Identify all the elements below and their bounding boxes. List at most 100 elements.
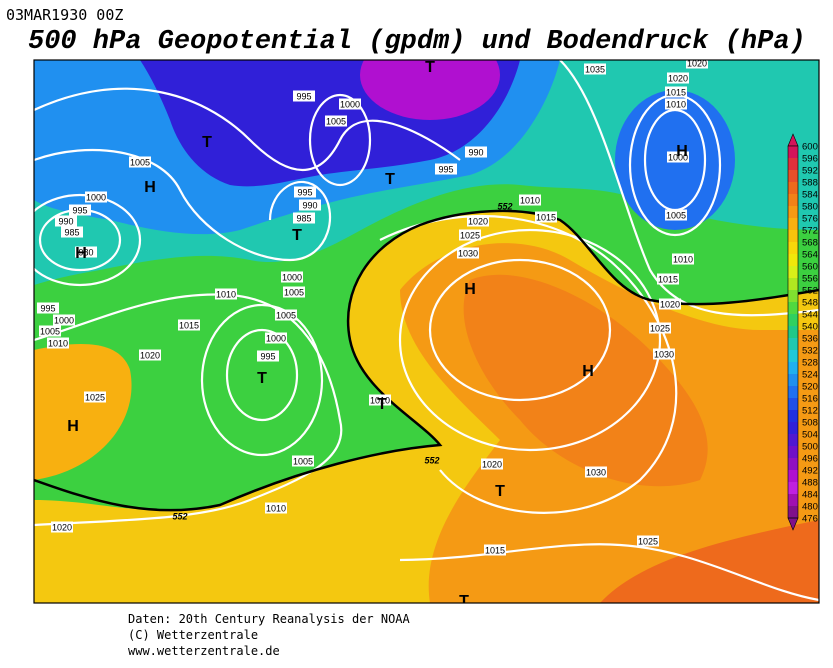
isobar-label-bg	[292, 455, 314, 467]
colorbar-bin	[788, 158, 798, 171]
isobar-label-bg	[39, 325, 61, 337]
pressure-center: H	[67, 418, 79, 435]
isobar-label-bg	[519, 194, 541, 206]
isobar-label: 1030	[586, 468, 606, 478]
colorbar-bin	[788, 278, 798, 291]
colorbar-label: 528	[802, 358, 818, 369]
colorbar-bin	[788, 374, 798, 387]
isobar-label-bg	[659, 298, 681, 310]
footer-copyright: (C) Wetterzentrale	[128, 628, 258, 642]
isobar-label-bg	[47, 337, 69, 349]
isobar-label-bg	[265, 332, 287, 344]
colorbar-bin	[788, 386, 798, 399]
colorbar-label: 596	[802, 154, 818, 165]
isobar-label: 1020	[482, 460, 502, 470]
isobar	[398, 228, 662, 452]
isobar-label: 995	[297, 188, 312, 198]
isobar-label: 1000	[86, 193, 106, 203]
isobar-label: 1005	[284, 288, 304, 298]
colorbar-label: 560	[802, 262, 818, 273]
isobar-label: 1015	[658, 275, 678, 285]
red-orange	[600, 520, 819, 603]
isobar-label-bg	[584, 63, 606, 75]
isobar-label-bg	[465, 146, 487, 158]
isobar-label-bg	[299, 199, 321, 211]
colorbar-label: 516	[802, 394, 818, 405]
colorbar-bin	[788, 398, 798, 411]
isobar	[399, 543, 819, 602]
isobar-label-bg	[37, 302, 59, 314]
isobar-label: 1000	[340, 100, 360, 110]
isobar	[34, 293, 343, 527]
isobar-label-bg	[369, 394, 391, 406]
isobar-label: 1000	[54, 316, 74, 326]
isobar	[200, 303, 324, 457]
isobar-label-bg	[281, 271, 303, 283]
colorbar-bin	[788, 362, 798, 375]
colorbar-bin	[788, 326, 798, 339]
colorbar-label: 484	[802, 490, 818, 501]
isobar-label: 1010	[520, 196, 540, 206]
height-label: 552	[424, 456, 439, 466]
isobar-label: 1030	[654, 350, 674, 360]
isobar-label-bg	[457, 247, 479, 259]
isobar-label-bg	[435, 163, 457, 175]
isobar-label: 1000	[668, 153, 688, 163]
isobar-label: 1015	[179, 321, 199, 331]
colorbar-bin	[788, 242, 798, 255]
colorbar-bin	[788, 146, 798, 159]
colorbar-frame	[787, 145, 799, 519]
colorbar-label: 500	[802, 442, 818, 453]
isobar-label-bg	[672, 253, 694, 265]
colorbar-label: 564	[802, 250, 818, 261]
date: 03MAR1930 00Z	[6, 6, 123, 24]
colorbar-bin	[788, 446, 798, 459]
colorbar-bin	[788, 506, 798, 519]
isobar-label: 1015	[666, 88, 686, 98]
colorbar-bin	[788, 206, 798, 219]
isobar-label: 1010	[370, 396, 390, 406]
isobar	[559, 60, 819, 317]
isobar-label: 1020	[660, 300, 680, 310]
isobar-label: 1030	[458, 249, 478, 259]
isobar	[428, 258, 612, 402]
isobar-label: 995	[40, 304, 55, 314]
colorbar-bin	[788, 410, 798, 423]
isobar-label-bg	[535, 211, 557, 223]
isobar-label: 1000	[282, 273, 302, 283]
colorbar-label: 480	[802, 502, 818, 513]
colorbar-label: 508	[802, 418, 818, 429]
isobar-label: 1020	[468, 217, 488, 227]
colorbar-bin	[788, 458, 798, 471]
colorbar-label: 556	[802, 274, 818, 285]
isobar-label: 995	[296, 92, 311, 102]
isobar-label: 990	[468, 148, 483, 158]
colorbar-bin	[788, 194, 798, 207]
isobar-label: 1020	[668, 74, 688, 84]
map-labels: 1035102010201015101010001005101010151020…	[37, 60, 708, 610]
colorbar-label: 584	[802, 190, 818, 201]
isobar-label-bg	[653, 348, 675, 360]
isobar-label-bg	[325, 115, 347, 127]
colorbar-bin	[788, 230, 798, 243]
title: 500 hPa Geopotential (gpdm) und Bodendru…	[28, 27, 806, 57]
isobar-label: 1010	[673, 255, 693, 265]
colorbar-label: 492	[802, 466, 818, 477]
colorbar-label: 496	[802, 454, 818, 465]
colorbar-bin	[788, 494, 798, 507]
pressure-center: T	[459, 593, 469, 610]
isobar-label-bg	[283, 286, 305, 298]
isobar-label: 1005	[276, 311, 296, 321]
isobar-label: 1020	[52, 523, 72, 533]
isobar	[308, 93, 372, 187]
isobar-label: 1010	[216, 290, 236, 300]
isobar-label-bg	[53, 314, 75, 326]
isobar-label-bg	[293, 90, 315, 102]
colorbar-bin	[788, 254, 798, 267]
isobar-label: 985	[64, 228, 79, 238]
isobar-label: 985	[296, 214, 311, 224]
colorbar-label: 540	[802, 322, 818, 333]
purple-field	[360, 60, 500, 120]
isobar-label-bg	[84, 391, 106, 403]
